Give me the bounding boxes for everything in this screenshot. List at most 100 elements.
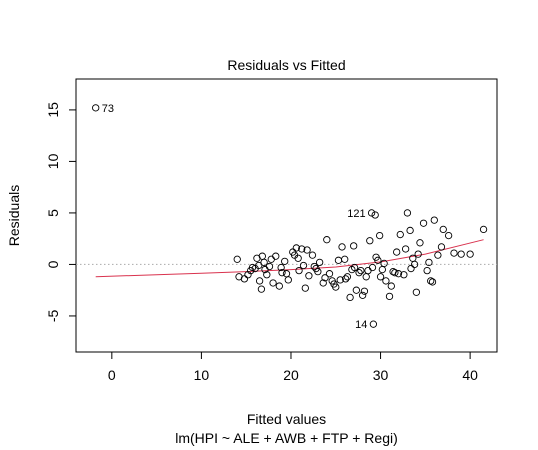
- y-tick-label: 0: [45, 260, 61, 268]
- chart-title: Residuals vs Fitted: [227, 57, 345, 73]
- data-point: [336, 276, 344, 284]
- data-point: [269, 279, 277, 287]
- data-point: [376, 231, 384, 240]
- data-point: [439, 225, 447, 234]
- data-point: [292, 244, 301, 252]
- data-point: [362, 273, 370, 281]
- x-tick-label: 40: [462, 367, 478, 383]
- data-point: [323, 236, 331, 244]
- y-axis-label: Residuals: [6, 185, 22, 246]
- y-tick-label: 15: [45, 102, 61, 118]
- data-point: [366, 237, 374, 245]
- data-point: [430, 216, 438, 224]
- data-point: [378, 265, 386, 274]
- data-point: [278, 269, 286, 277]
- data-point: [427, 277, 435, 285]
- data-point: [360, 287, 369, 295]
- data-point: [466, 250, 474, 258]
- x-axis-label: Fitted values: [247, 411, 326, 427]
- data-point: [267, 255, 275, 263]
- data-point: [479, 225, 488, 234]
- data-point: [92, 104, 100, 112]
- outlier-label: 121: [347, 208, 365, 220]
- data-point: [298, 245, 306, 253]
- data-point: [407, 264, 415, 273]
- data-point: [382, 277, 390, 285]
- y-axis: -5 0 5 10 15: [45, 102, 77, 323]
- data-point: [450, 249, 458, 257]
- data-point: [400, 271, 408, 279]
- x-tick-label: 20: [283, 367, 299, 383]
- x-axis-sublabel: lm(HPI ~ ALE + AWB + FTP + Regi): [175, 430, 398, 446]
- data-point: [240, 275, 249, 283]
- data-point: [376, 273, 385, 281]
- data-point: [412, 288, 421, 296]
- y-tick-label: 10: [45, 153, 61, 169]
- data-point: [423, 266, 431, 275]
- data-point: [263, 271, 271, 279]
- smoother-line-group: [95, 239, 484, 278]
- data-point: [346, 293, 354, 302]
- data-point: [416, 239, 424, 247]
- data-point: [410, 260, 419, 269]
- data-point: [301, 284, 309, 292]
- outlier-label: 14: [355, 319, 367, 331]
- data-point: [357, 266, 365, 275]
- data-point: [321, 274, 329, 282]
- data-point: [319, 279, 327, 287]
- data-point: [401, 245, 410, 253]
- data-point: [275, 282, 283, 290]
- plot-frame: [75, 78, 498, 353]
- data-point: [315, 258, 324, 267]
- data-point: [367, 209, 376, 217]
- data-point: [385, 292, 394, 301]
- data-point: [350, 263, 359, 272]
- data-point: [255, 277, 264, 285]
- data-point: [444, 231, 453, 240]
- data-point: [255, 261, 263, 270]
- data-point: [294, 254, 302, 262]
- data-point: [425, 258, 433, 267]
- x-tick-label: 30: [373, 367, 389, 383]
- data-point: [393, 248, 401, 256]
- data-point: [380, 259, 388, 268]
- data-point: [396, 230, 404, 239]
- data-point: [369, 320, 378, 328]
- data-points: [92, 104, 488, 328]
- data-point: [364, 266, 372, 275]
- data-point: [258, 252, 266, 260]
- data-point: [272, 252, 280, 260]
- data-point: [284, 276, 292, 284]
- data-point: [308, 251, 317, 259]
- x-tick-label: 0: [108, 367, 116, 383]
- data-point: [295, 266, 303, 275]
- data-point: [419, 219, 428, 227]
- y-tick-label: -5: [45, 310, 61, 323]
- data-point: [437, 243, 446, 251]
- data-point: [277, 263, 285, 272]
- data-point: [352, 286, 361, 294]
- data-point: [305, 272, 313, 280]
- data-point: [303, 246, 311, 254]
- data-point: [281, 257, 289, 265]
- data-point: [387, 282, 395, 290]
- outlier-label: 73: [102, 103, 114, 115]
- data-point: [314, 267, 322, 276]
- data-point: [282, 270, 291, 278]
- data-point: [325, 270, 334, 278]
- data-point: [261, 265, 269, 274]
- smoother-line: [95, 239, 484, 278]
- data-point: [403, 209, 412, 217]
- data-point: [233, 255, 241, 263]
- x-axis: 0 10 20 30 40: [108, 351, 478, 383]
- data-point: [350, 242, 358, 250]
- data-point: [330, 280, 338, 288]
- data-point: [244, 271, 252, 279]
- data-point: [257, 285, 266, 293]
- data-point: [355, 269, 363, 277]
- data-point: [338, 243, 346, 251]
- data-point: [434, 251, 442, 259]
- outlier-labels: 73 121 14: [102, 103, 368, 331]
- x-tick-label: 10: [194, 367, 210, 383]
